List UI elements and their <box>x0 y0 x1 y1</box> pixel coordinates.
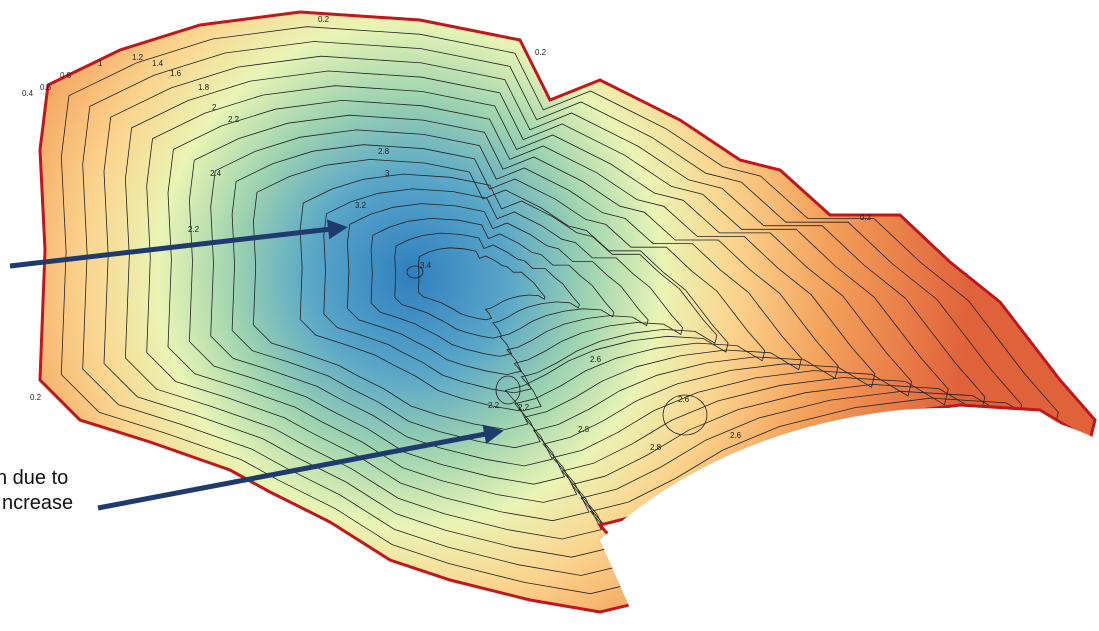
annotation: n due to <box>0 467 68 489</box>
contour-label: 2.2 <box>488 401 500 410</box>
contour-label: 0.2 <box>318 15 330 24</box>
contour-label: 1.2 <box>132 53 144 62</box>
contour-label: 2.6 <box>730 431 742 440</box>
contour-label: 3 <box>385 169 390 178</box>
contour-label: 0.2 <box>30 393 42 402</box>
contour-label: 2 <box>212 103 217 112</box>
contour-label: 2.6 <box>590 355 602 364</box>
contour-label: 2.2 <box>518 403 530 412</box>
contour-label: 2.4 <box>210 169 222 178</box>
contour-label: 2.8 <box>578 425 590 434</box>
contour-label: 1.6 <box>170 69 182 78</box>
contour-label: 2.8 <box>378 147 390 156</box>
contour-label: 1.4 <box>152 59 164 68</box>
contour-label: 2.2 <box>188 225 200 234</box>
contour-label: 2.6 <box>678 395 690 404</box>
contour-label: 0.2 <box>860 213 872 222</box>
annotation: ncrease <box>2 492 73 514</box>
contour-label: 1.8 <box>198 83 210 92</box>
map: n due to ncrease 0.2 0.2 0.2 0.4 0.6 0.8 1 1.2 1… <box>0 0 1099 631</box>
contour-label: 0.2 <box>535 48 547 57</box>
contour-label: 0.8 <box>60 71 72 80</box>
contour-label: 3.2 <box>355 201 367 210</box>
contour-label: 1 <box>98 59 103 68</box>
contour-label: 0.4 <box>22 89 34 98</box>
contour-label: 3.4 <box>420 261 432 270</box>
lake <box>40 12 1099 631</box>
contour-label: 2.2 <box>228 115 240 124</box>
contour-label: 0.6 <box>40 83 52 92</box>
contour-label: 2.8 <box>650 443 662 452</box>
